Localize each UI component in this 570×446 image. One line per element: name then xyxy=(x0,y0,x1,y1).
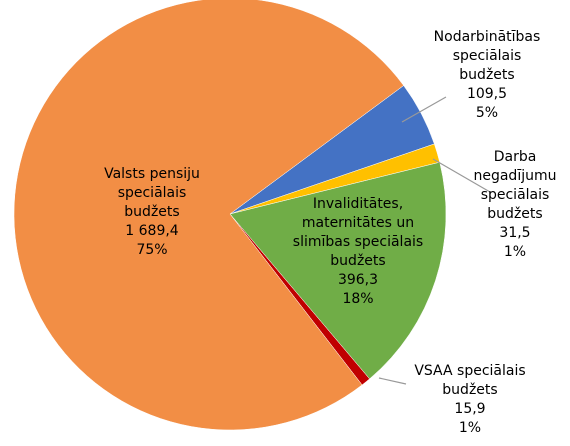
category-label: Invaliditātes, maternitātes un slimības … xyxy=(292,196,424,269)
slice-label: VSAA speciālais budžets 15,9 1% xyxy=(408,362,533,438)
category-label: Darba negadījumu speciālais budžets xyxy=(473,149,557,222)
pie-slice xyxy=(13,0,404,431)
percent-label: 5% xyxy=(475,105,499,121)
percent-label: 18% xyxy=(342,291,374,307)
slice-label: Darba negadījumu speciālais budžets 31,5 1… xyxy=(468,148,563,262)
category-label: Nodarbinātības speciālais budžets xyxy=(433,29,541,83)
category-label: Valsts pensiju speciālais budžets xyxy=(104,166,200,220)
value-label: 396,3 xyxy=(337,272,379,288)
pie-slice xyxy=(229,161,447,380)
percent-label: 1% xyxy=(458,420,482,436)
percent-label: 1% xyxy=(503,244,527,260)
slice-label: Nodarbinātības speciālais budžets 109,5 5% xyxy=(432,28,542,123)
category-label: VSAA speciālais budžets xyxy=(414,363,526,398)
value-label: 15,9 xyxy=(454,401,486,417)
leader-line xyxy=(432,158,491,193)
slice-label: Invaliditātes, maternitātes un slimības … xyxy=(288,195,428,309)
leader-line xyxy=(401,96,447,123)
value-label: 1 689,4 xyxy=(125,223,179,239)
value-label: 109,5 xyxy=(466,86,508,102)
value-label: 31,5 xyxy=(499,225,531,241)
leader-line xyxy=(378,377,407,385)
percent-label: 75% xyxy=(136,242,168,258)
slice-label: Valsts pensiju speciālais budžets 1 689,4… xyxy=(95,165,210,260)
